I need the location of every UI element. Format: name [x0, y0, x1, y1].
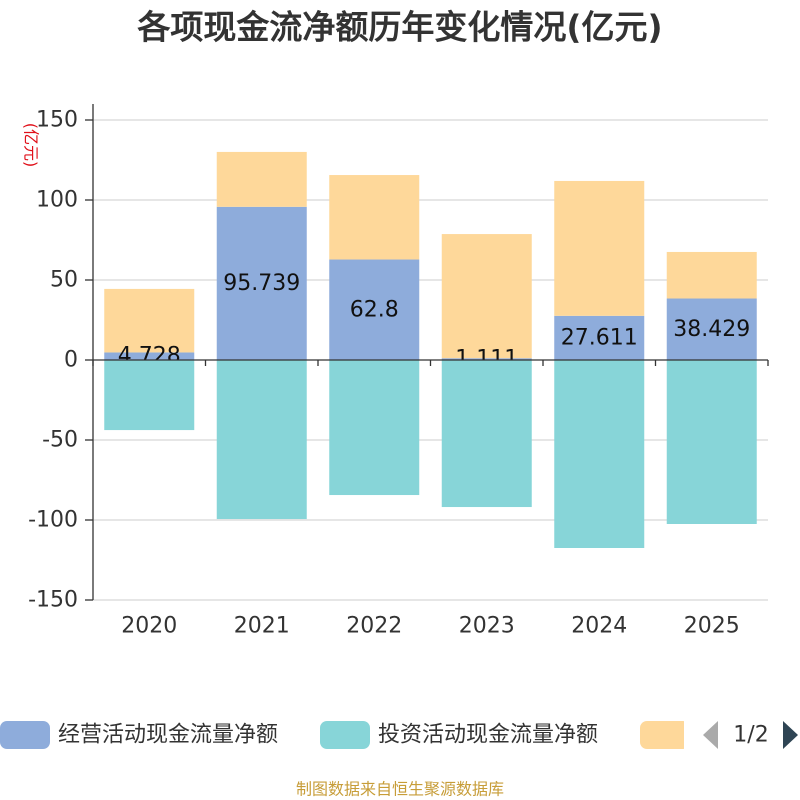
legend-swatch — [0, 721, 50, 749]
bar-series-2-2022[interactable] — [329, 175, 420, 260]
gridlines — [93, 119, 768, 601]
bar-series-0-2023[interactable] — [441, 358, 532, 360]
bar-series-2-2023[interactable] — [441, 234, 532, 359]
bar-series-1-2021[interactable] — [216, 360, 307, 520]
x-category-label: 2021 — [234, 614, 290, 639]
bar-series-2-2025[interactable] — [666, 251, 757, 299]
bar-series-1-2023[interactable] — [441, 360, 532, 508]
bar-series-0-2020[interactable] — [104, 352, 195, 360]
data-label: 62.8 — [350, 297, 399, 322]
bar-series-1-2025[interactable] — [666, 360, 757, 524]
y-tick-label: 50 — [50, 268, 78, 293]
source-footer: 制图数据来自恒生聚源数据库 — [296, 780, 504, 799]
bar-series-1-2020[interactable] — [104, 360, 195, 431]
bar-series-1-2022[interactable] — [329, 360, 420, 496]
bars-negative — [104, 360, 757, 548]
legend-page-indicator: 1/2 — [733, 723, 768, 748]
y-axis-unit: (亿元) — [22, 123, 41, 168]
legend-swatch — [640, 721, 684, 749]
legend-swatch — [320, 721, 370, 749]
legend-prev-page-icon — [703, 721, 718, 749]
bar-series-2-2020[interactable] — [104, 288, 195, 353]
bar-series-0-2022[interactable] — [329, 259, 420, 360]
y-tick-label: 100 — [36, 188, 78, 213]
y-tick-label: -50 — [42, 428, 78, 453]
bar-series-0-2025[interactable] — [666, 298, 757, 360]
legend-label: 投资活动现金流量净额 — [378, 723, 598, 748]
y-tick-label: -150 — [28, 588, 78, 613]
legend-label: 经营活动现金流量净额 — [58, 723, 278, 748]
legend-item-operating[interactable]: 经营活动现金流量净额 — [0, 721, 278, 749]
x-category-label: 2025 — [684, 614, 740, 639]
bar-series-0-2024[interactable] — [554, 315, 645, 360]
data-label: 38.429 — [673, 317, 750, 342]
axes: 150 100 50 0 -50 -100 -150 2020 2021 2022 2023 2024… — [28, 104, 769, 639]
bar-series-2-2021[interactable] — [216, 151, 307, 207]
y-tick-label: 150 — [36, 108, 78, 133]
x-category-label: 2022 — [346, 614, 402, 639]
chart-title: 各项现金流净额历年变化情况(亿元) — [136, 8, 662, 47]
bar-series-2-2024[interactable] — [554, 180, 645, 316]
x-category-label: 2020 — [121, 614, 177, 639]
legend-item-third-series[interactable] — [640, 721, 690, 749]
y-tick-label: -100 — [28, 508, 78, 533]
bar-series-0-2021[interactable] — [216, 206, 307, 360]
legend-item-investing[interactable]: 投资活动现金流量净额 — [320, 721, 598, 749]
bars-positive — [104, 151, 757, 360]
data-label: 95.739 — [223, 271, 300, 296]
x-category-label: 2024 — [571, 614, 627, 639]
y-tick-label: 0 — [64, 348, 78, 373]
x-category-label: 2023 — [459, 614, 515, 639]
legend: 经营活动现金流量净额 投资活动现金流量净额 1/2 — [0, 721, 798, 749]
data-label: 27.611 — [561, 325, 638, 350]
legend-next-page-icon[interactable] — [783, 721, 798, 749]
bar-series-1-2024[interactable] — [554, 360, 645, 548]
